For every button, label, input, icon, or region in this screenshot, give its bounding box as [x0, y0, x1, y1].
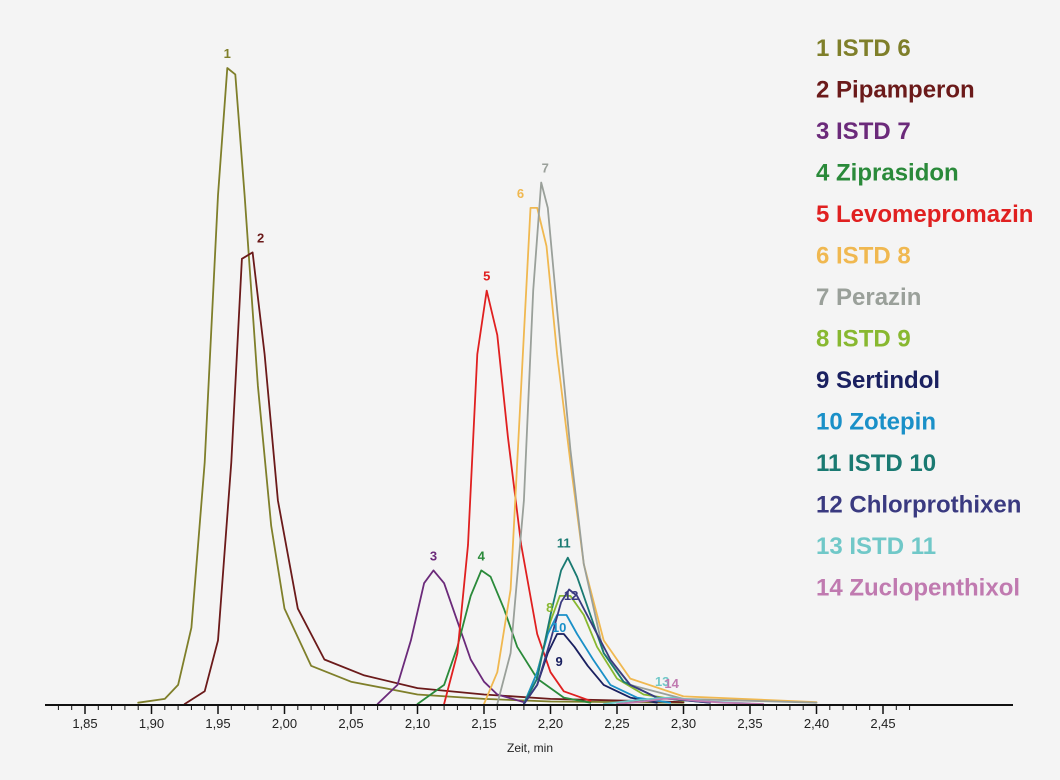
legend-entry-9: 9 Sertindol [816, 367, 940, 394]
legend-entry-10: 10 Zotepin [816, 409, 936, 436]
x-tick-label: 2,25 [604, 716, 629, 731]
peak-label-7: 7 [542, 161, 549, 176]
x-tick-label: 2,10 [405, 716, 430, 731]
legend-entry-14: 14 Zuclopenthixol [816, 575, 1020, 602]
x-tick-label: 1,90 [139, 716, 164, 731]
series-line-3 [376, 569, 525, 705]
peak-label-14: 14 [664, 676, 679, 691]
chromatogram-curves [137, 67, 818, 705]
peak-label-13: 13 [655, 674, 669, 689]
legend-entry-1: 1 ISTD 6 [816, 35, 911, 62]
peak-label-5: 5 [483, 269, 490, 284]
peak-label-9: 9 [555, 654, 562, 669]
x-tick-label: 2,45 [870, 716, 895, 731]
series-line-7 [496, 181, 818, 705]
x-tick-label: 2,40 [804, 716, 829, 731]
peak-label-10: 10 [552, 620, 566, 635]
legend-entry-5: 5 Levomepromazin [816, 201, 1033, 228]
legend-entry-7: 7 Perazin [816, 284, 921, 311]
x-axis: 1,85 1,90 1,95 2,00 2,05 2,10 2,15 2,20 2,25 2,30… [45, 704, 1013, 755]
x-tick-label: 2,30 [671, 716, 696, 731]
series-line-12 [523, 588, 711, 705]
x-axis-ticks: 1,85 1,90 1,95 2,00 2,05 2,10 2,15 2,20 2,25 2,30… [57, 705, 911, 731]
series-line-2 [183, 251, 685, 705]
series-line-4 [416, 569, 592, 705]
legend-entry-2: 2 Pipamperon [816, 77, 975, 104]
x-tick-label: 1,95 [205, 716, 230, 731]
x-axis-title: Zeit, min [507, 741, 553, 755]
peak-label-3: 3 [430, 548, 437, 563]
peak-label-6: 6 [517, 186, 524, 201]
legend-entry-11: 11 ISTD 10 [816, 450, 936, 477]
series-line-5 [443, 289, 592, 705]
x-tick-label: 2,35 [737, 716, 762, 731]
x-tick-label: 2,20 [538, 716, 563, 731]
x-tick-label: 2,05 [338, 716, 363, 731]
series-line-6 [483, 207, 818, 705]
x-tick-label: 2,00 [272, 716, 297, 731]
peak-label-2: 2 [257, 230, 264, 245]
legend-entry-4: 4 Ziprasidon [816, 160, 959, 187]
x-tick-label: 1,85 [72, 716, 97, 731]
x-tick-label: 2,15 [471, 716, 496, 731]
peak-label-4: 4 [478, 548, 486, 563]
series-line-14 [616, 698, 765, 705]
legend-entry-12: 12 Chlorprothixen [816, 492, 1021, 519]
peak-label-12: 12 [564, 588, 578, 603]
legend-entry-3: 3 ISTD 7 [816, 118, 911, 145]
legend: 1 ISTD 6 2 Pipamperon 3 ISTD 7 4 Ziprasidon… [816, 35, 1033, 602]
peak-label-1: 1 [224, 46, 231, 61]
legend-entry-13: 13 ISTD 11 [816, 533, 936, 560]
legend-entry-6: 6 ISTD 8 [816, 243, 911, 270]
peak-label-11: 11 [557, 536, 571, 551]
peak-label-8: 8 [546, 600, 553, 615]
legend-entry-8: 8 ISTD 9 [816, 326, 911, 353]
